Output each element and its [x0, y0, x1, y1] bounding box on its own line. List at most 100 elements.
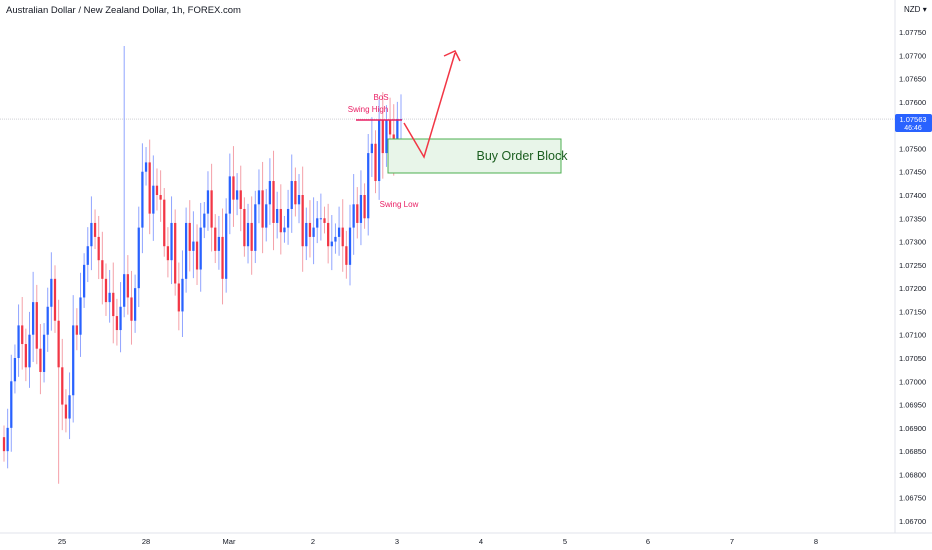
time-tick-label: 7 [730, 537, 734, 546]
candle-body [163, 199, 166, 247]
time-tick-label: 2 [311, 537, 315, 546]
price-badge-countdown: 46:46 [904, 125, 922, 132]
candle-body [64, 404, 68, 419]
candle-body [79, 297, 82, 335]
candle-body [337, 227, 341, 237]
candle-body [13, 358, 17, 382]
price-tick-label: 1.06700 [899, 517, 926, 526]
candle-body [268, 181, 272, 205]
candle-body [57, 320, 60, 368]
drawings: Buy Order Block BoS Swing High Swing Low [348, 50, 568, 209]
swing-low-label: Swing Low [380, 200, 419, 209]
candle-body [181, 278, 184, 312]
candle-body [170, 222, 173, 261]
candle-body [115, 316, 119, 331]
candle-body [235, 190, 239, 200]
candle-body [82, 264, 86, 298]
candle-body [184, 222, 188, 279]
time-tick-label: 5 [563, 537, 567, 546]
time-axis[interactable]: 25 28 Mar 2 3 4 5 6 7 8 [0, 532, 932, 546]
candle-body [301, 195, 304, 247]
price-tick-label: 1.07650 [899, 75, 926, 84]
candle-body [378, 120, 381, 182]
buy-order-block-label: Buy Order Block [476, 149, 568, 163]
candle-body [10, 381, 13, 428]
candle-body [123, 274, 126, 307]
time-tick-label: 4 [479, 537, 483, 546]
candle-body [188, 222, 191, 251]
candle-body [323, 218, 326, 223]
candle-body [206, 190, 210, 214]
candle-body [126, 274, 129, 298]
chevron-down-icon: ▾ [922, 5, 927, 14]
price-tick-label: 1.07250 [899, 261, 926, 270]
candle-body [86, 246, 89, 265]
candle-body [334, 236, 337, 242]
price-axis[interactable]: 1.077501.077001.076501.076001.075501.075… [894, 0, 926, 533]
projection-arrow[interactable] [403, 52, 456, 159]
arrowhead-icon [443, 50, 461, 62]
candle-body [174, 222, 177, 284]
price-tick-label: 1.06750 [899, 494, 926, 503]
candle-body [254, 204, 257, 251]
candle-body [239, 190, 242, 209]
candle-body [130, 297, 133, 321]
candle-body [68, 395, 71, 419]
candle-body [148, 162, 151, 214]
candle-body [17, 325, 20, 358]
price-tick-label: 1.07350 [899, 214, 926, 223]
candle-body [203, 213, 206, 228]
price-tick-label: 1.07600 [899, 98, 926, 107]
candle-body [228, 176, 231, 214]
candle-body [217, 236, 221, 251]
price-tick-label: 1.07500 [899, 144, 926, 153]
candle-body [232, 176, 235, 200]
candle-body [276, 208, 279, 223]
currency-code: NZD [904, 5, 921, 14]
candle-body [294, 181, 297, 205]
candle-body [367, 153, 370, 219]
candle-body [119, 306, 122, 331]
candle-body [356, 204, 359, 223]
candle-body [53, 278, 57, 321]
candles [2, 45, 403, 484]
candle-body [363, 195, 366, 219]
candle-body [61, 367, 64, 405]
candle-body [330, 241, 333, 247]
candle-body [374, 143, 377, 182]
price-tick-label: 1.06850 [899, 447, 926, 456]
candle-body [42, 334, 46, 372]
currency-label[interactable]: NZD ▾ [904, 5, 927, 14]
candle-body [214, 227, 217, 251]
candle-body [286, 208, 290, 228]
price-tick-label: 1.07750 [899, 28, 926, 37]
candle-body [144, 162, 148, 172]
candle-body [272, 181, 275, 223]
price-tick-label: 1.07050 [899, 354, 926, 363]
time-tick-label: 25 [58, 537, 66, 546]
candle-body [35, 302, 38, 349]
price-badge-value: 1.07563 [899, 115, 926, 124]
candle-body [257, 190, 261, 205]
candle-body [166, 246, 170, 261]
candle-body [75, 325, 78, 335]
candle-body [6, 427, 9, 452]
price-tick-label: 1.07100 [899, 331, 926, 340]
candle-body [192, 241, 195, 251]
candle-body [141, 171, 144, 228]
candle-body [305, 222, 308, 247]
time-tick-label: 28 [142, 537, 150, 546]
candle-body [93, 222, 97, 237]
bos-label: BoS [373, 93, 388, 102]
candle-body [97, 236, 100, 261]
price-badge: 1.07563 46:46 [895, 114, 932, 132]
candle-body [388, 120, 392, 135]
candle-body [199, 227, 202, 270]
price-tick-label: 1.06800 [899, 470, 926, 479]
candle-body [283, 227, 286, 233]
candle-body [348, 227, 352, 265]
price-tick-label: 1.07700 [899, 51, 926, 60]
time-tick-label: Mar [223, 537, 236, 546]
candle-body [341, 227, 344, 247]
